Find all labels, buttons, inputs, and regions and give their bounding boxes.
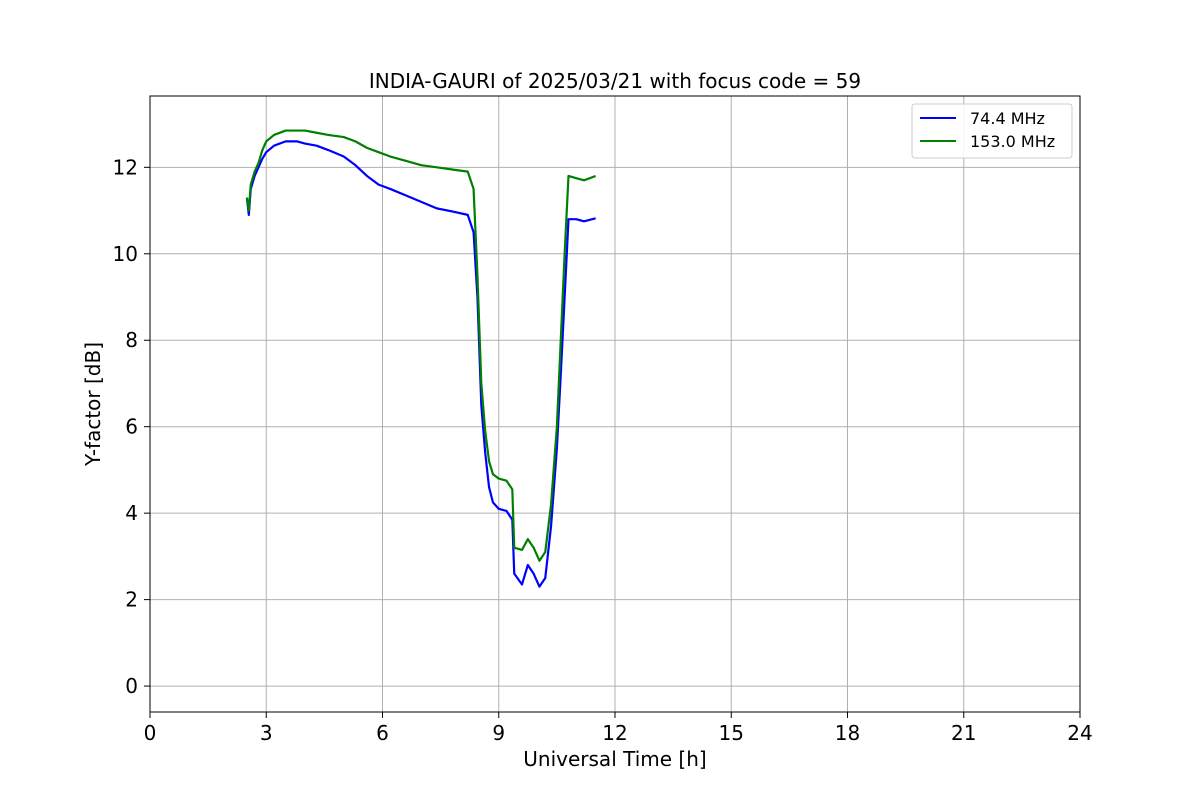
legend-label: 74.4 MHz — [970, 109, 1045, 128]
x-tick-label: 6 — [376, 721, 389, 745]
x-axis-label: Universal Time [h] — [523, 747, 706, 771]
chart-title: INDIA-GAURI of 2025/03/21 with focus cod… — [369, 69, 861, 93]
legend: 74.4 MHz 153.0 MHz — [911, 103, 1073, 159]
series-line-1 — [245, 129, 597, 562]
y-axis-label: Y-factor [dB] — [81, 342, 105, 467]
x-tick-label: 0 — [144, 721, 157, 745]
y-tick-label: 6 — [125, 415, 138, 439]
x-tick-label: 24 — [1067, 721, 1092, 745]
series-line-0 — [245, 140, 596, 588]
legend-label: 153.0 MHz — [970, 132, 1055, 151]
y-tick-label: 0 — [125, 674, 138, 698]
y-tick-label: 2 — [125, 588, 138, 612]
y-tick-label: 10 — [113, 242, 138, 266]
x-tick-label: 21 — [951, 721, 976, 745]
x-tick-label: 15 — [719, 721, 744, 745]
x-tick-label: 3 — [260, 721, 273, 745]
x-tick-label: 9 — [492, 721, 505, 745]
y-tick-label: 12 — [113, 155, 138, 179]
x-tick-label: 12 — [602, 721, 627, 745]
series-layer — [245, 129, 597, 588]
y-tick-label: 4 — [125, 501, 138, 525]
y-tick-label: 8 — [125, 328, 138, 352]
x-tick-label: 18 — [835, 721, 860, 745]
